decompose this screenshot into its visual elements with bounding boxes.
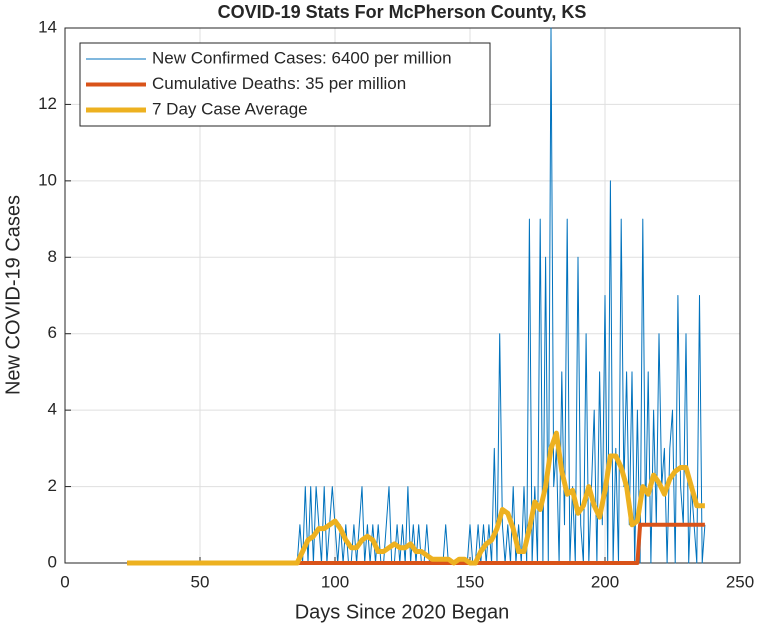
legend-label: Cumulative Deaths: 35 per million: [152, 74, 406, 93]
y-tick-label: 6: [48, 323, 57, 342]
x-tick-label: 50: [191, 572, 210, 591]
x-tick-label: 150: [456, 572, 484, 591]
legend-label: 7 Day Case Average: [152, 99, 308, 118]
legend-box: [79, 42, 491, 127]
y-tick-label: 10: [38, 170, 57, 189]
y-tick-label: 2: [48, 476, 57, 495]
y-tick-label: 12: [38, 94, 57, 113]
series-line: [127, 430, 705, 566]
series-line: [127, 27, 706, 564]
y-axis-label: New COVID-19 Cases: [2, 195, 24, 395]
y-tick-label: 4: [48, 400, 57, 419]
x-tick-label: 100: [321, 572, 349, 591]
x-tick-label: 200: [591, 572, 619, 591]
y-tick-label: 8: [48, 247, 57, 266]
legend-label: New Confirmed Cases: 6400 per million: [152, 48, 452, 67]
chart-title: COVID-19 Stats For McPherson County, KS: [218, 2, 587, 22]
x-tick-label: 0: [60, 572, 69, 591]
series-line: [127, 522, 705, 565]
x-tick-label: 250: [726, 572, 754, 591]
y-tick-label: 0: [48, 552, 57, 571]
x-axis-label: Days Since 2020 Began: [295, 601, 510, 623]
y-tick-label: 14: [38, 17, 57, 36]
